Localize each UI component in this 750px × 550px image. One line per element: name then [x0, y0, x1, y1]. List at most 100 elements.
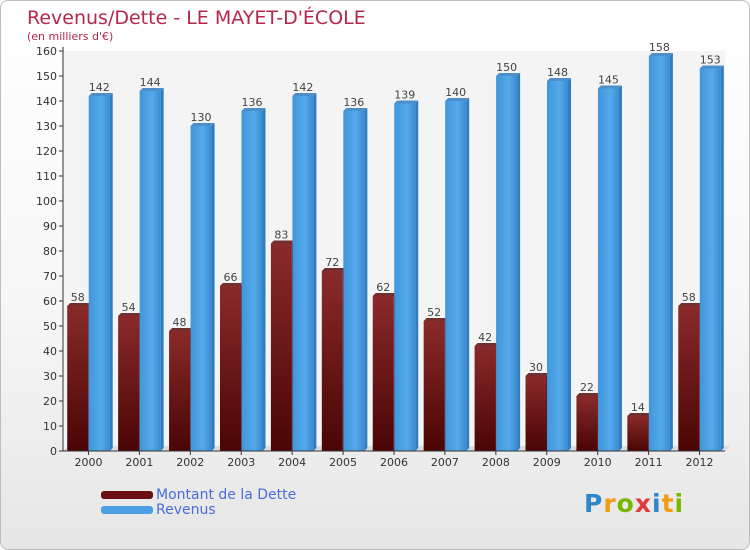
bar-debt [219, 286, 241, 451]
bar-debt [576, 396, 598, 451]
bar-side [517, 73, 521, 451]
y-tick-label: 30 [43, 370, 57, 383]
x-tick-label: 2004 [278, 456, 306, 469]
bar-top [547, 78, 572, 81]
bar-side [313, 93, 317, 451]
bar-top [445, 98, 470, 101]
bar-top [648, 53, 673, 56]
y-tick-label: 10 [43, 420, 57, 433]
bar-revenue [496, 76, 518, 451]
bar-revenue [547, 81, 569, 451]
bar-debt [270, 243, 292, 451]
bar-revenue [597, 88, 619, 451]
bar-top [270, 240, 295, 244]
logo-letter: r [603, 489, 617, 518]
bar-revenue [88, 96, 110, 451]
bar-debt [372, 296, 394, 451]
bar-debt [118, 316, 140, 451]
bar-top [118, 313, 143, 316]
bar-top [190, 123, 215, 126]
y-tick-label: 80 [43, 245, 57, 258]
legend-item-revenue: Revenus [101, 502, 296, 518]
x-tick-label: 2000 [74, 456, 102, 469]
bar-top [139, 88, 164, 91]
data-label-revenue: 150 [496, 61, 517, 74]
data-label-debt: 54 [122, 301, 136, 314]
bar-side [415, 100, 419, 451]
data-label-debt: 62 [376, 281, 390, 294]
y-tick-label: 70 [43, 270, 57, 283]
bar-top [169, 328, 194, 331]
bar-debt [321, 271, 343, 451]
data-label-debt: 42 [478, 331, 492, 344]
legend-swatch-revenue [101, 505, 153, 514]
data-label-debt: 83 [274, 229, 288, 242]
bar-top [678, 303, 703, 306]
bar-top [394, 100, 419, 104]
logo-letter: t [661, 489, 675, 518]
bar-top [372, 293, 397, 296]
bar-top [423, 318, 448, 321]
logo-letter: i [674, 489, 685, 518]
chart-title: Revenus/Dette - LE MAYET-D'ÉCOLE [27, 7, 366, 29]
data-label-revenue: 145 [598, 74, 619, 87]
x-tick-label: 2002 [176, 456, 204, 469]
x-tick-label: 2001 [125, 456, 153, 469]
bar-side [720, 65, 724, 451]
bar-top [88, 93, 113, 96]
data-label-debt: 58 [682, 291, 696, 304]
x-tick-label: 2008 [482, 456, 510, 469]
x-axis: 2000 2001 2002 2003 2004 2005 2006 2007 2008 2009… [63, 450, 725, 469]
data-label-revenue: 136 [343, 96, 364, 109]
y-tick-label: 60 [43, 295, 57, 308]
data-label-revenue: 148 [547, 66, 568, 79]
bar-revenue [241, 111, 263, 451]
y-tick-label: 0 [50, 445, 57, 458]
data-labels: 58 142 54 144 48 130 66 136 83 142 72 136 62 139 52 140… [71, 41, 721, 414]
data-label-debt: 14 [631, 401, 645, 414]
bar-side [160, 88, 164, 451]
data-label-revenue: 136 [241, 96, 262, 109]
x-tick-label: 2011 [635, 456, 663, 469]
data-label-revenue: 130 [191, 111, 212, 124]
logo-letter: x [634, 489, 652, 518]
legend-label-debt: Montant de la Dette [156, 486, 297, 503]
y-tick-label: 90 [43, 220, 57, 233]
data-label-debt: 48 [173, 316, 187, 329]
bar-side [618, 85, 622, 451]
data-label-revenue: 140 [445, 86, 466, 99]
bar-side [364, 108, 368, 451]
bar-top [67, 303, 92, 306]
x-tick-label: 2006 [380, 456, 408, 469]
bar-revenue [190, 126, 212, 451]
bar-side [109, 93, 113, 451]
data-label-debt: 52 [427, 306, 441, 319]
bar-top [292, 93, 317, 96]
bar-debt [678, 306, 700, 451]
y-tick-label: 20 [43, 395, 57, 408]
bar-side [262, 108, 266, 451]
bar-top [241, 108, 266, 111]
data-label-debt: 72 [325, 256, 339, 269]
y-tick-label: 140 [36, 95, 57, 108]
bar-revenue [394, 103, 416, 451]
proxiti-logo: Proxiti [584, 489, 684, 518]
bar-top [525, 373, 550, 376]
bar-revenue [648, 56, 670, 451]
bar-top [699, 65, 724, 69]
bar-revenue [699, 68, 721, 451]
y-tick-label: 130 [36, 120, 57, 133]
bar-debt [423, 321, 445, 451]
bar-top [474, 343, 499, 346]
data-label-revenue: 144 [140, 76, 161, 89]
bar-top [597, 85, 622, 89]
chart-subtitle: (en milliers d'€) [27, 30, 114, 43]
legend-item-debt: Montant de la Dette [101, 486, 297, 503]
y-tick-label: 100 [36, 195, 57, 208]
data-label-revenue: 139 [394, 89, 415, 102]
bar-revenue [292, 96, 314, 451]
data-label-revenue: 142 [89, 81, 110, 94]
y-tick-label: 50 [43, 320, 57, 333]
x-tick-label: 2010 [584, 456, 612, 469]
